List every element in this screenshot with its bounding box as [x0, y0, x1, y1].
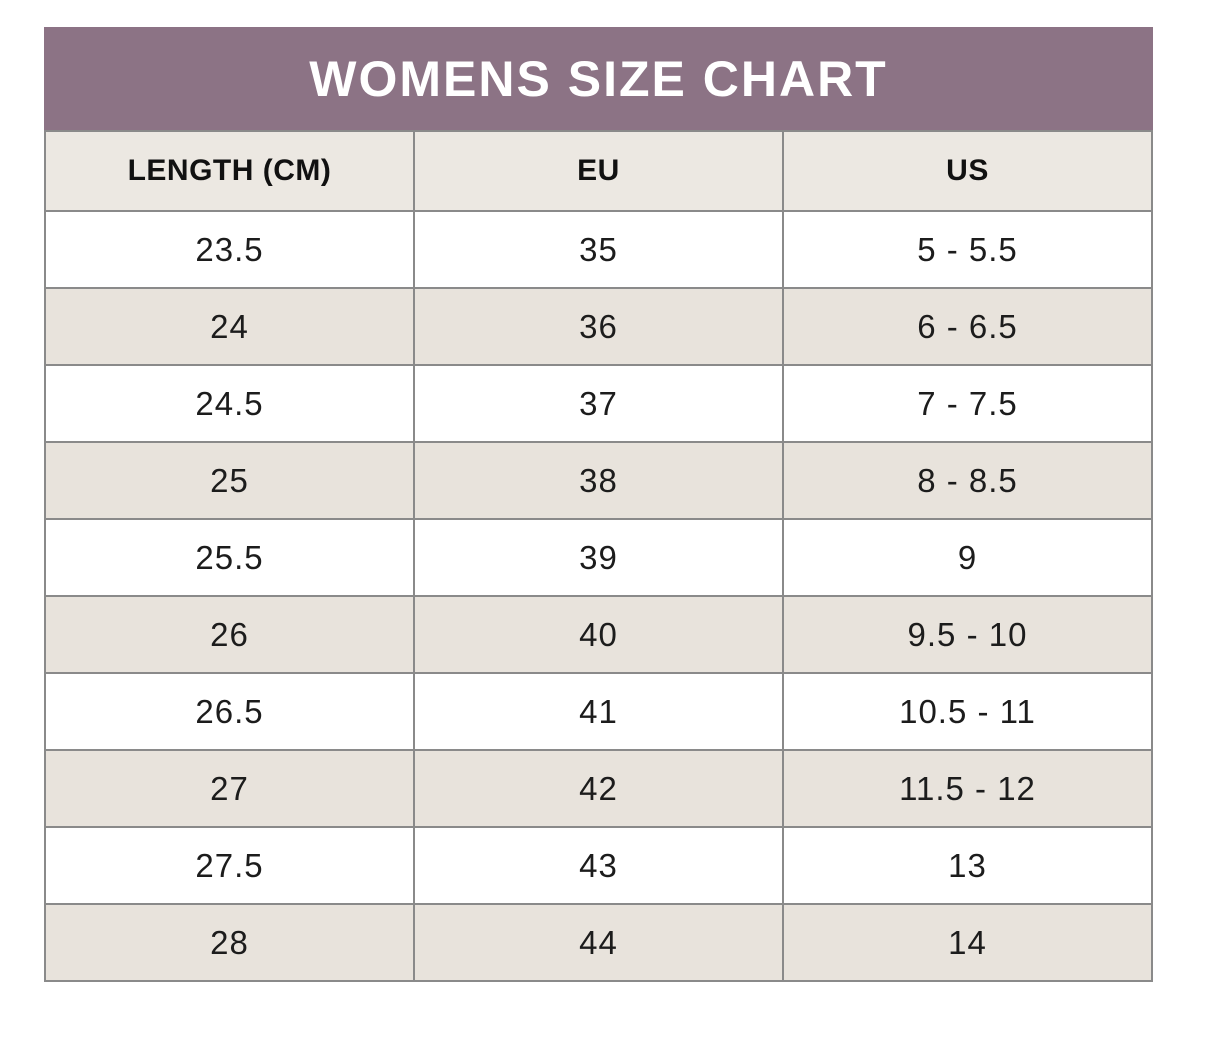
table-cell: 8 - 8.5	[782, 441, 1153, 520]
table-cell: 35	[413, 210, 784, 289]
table-row: 28 44 14	[44, 903, 1153, 982]
size-chart: WOMENS SIZE CHART LENGTH (CM) EU US 23.5…	[44, 27, 1153, 982]
table-cell: 36	[413, 287, 784, 366]
chart-title: WOMENS SIZE CHART	[309, 50, 888, 107]
table-cell: 9.5 - 10	[782, 595, 1153, 674]
header-us: US	[782, 130, 1153, 212]
table-cell: 25	[44, 441, 415, 520]
header-length-cm: LENGTH (CM)	[44, 130, 415, 212]
table-row: 25 38 8 - 8.5	[44, 441, 1153, 520]
table-cell: 40	[413, 595, 784, 674]
table-row: 23.5 35 5 - 5.5	[44, 210, 1153, 289]
size-table: LENGTH (CM) EU US 23.5 35 5 - 5.5 24 36 6 - 6…	[44, 130, 1153, 982]
table-row: 25.5 39 9	[44, 518, 1153, 597]
chart-title-bar: WOMENS SIZE CHART	[44, 27, 1153, 130]
table-cell: 13	[782, 826, 1153, 905]
header-eu: EU	[413, 130, 784, 212]
table-cell: 14	[782, 903, 1153, 982]
table-cell: 26	[44, 595, 415, 674]
table-row: 24 36 6 - 6.5	[44, 287, 1153, 366]
table-cell: 5 - 5.5	[782, 210, 1153, 289]
table-cell: 27.5	[44, 826, 415, 905]
table-cell: 7 - 7.5	[782, 364, 1153, 443]
table-cell: 44	[413, 903, 784, 982]
table-cell: 25.5	[44, 518, 415, 597]
table-row: 27.5 43 13	[44, 826, 1153, 905]
table-cell: 27	[44, 749, 415, 828]
table-cell: 39	[413, 518, 784, 597]
table-cell: 42	[413, 749, 784, 828]
table-cell: 26.5	[44, 672, 415, 751]
size-table-body: 23.5 35 5 - 5.5 24 36 6 - 6.5 24.5 37 7 - 7.5 25 3…	[44, 210, 1153, 982]
table-cell: 37	[413, 364, 784, 443]
table-row: 26 40 9.5 - 10	[44, 595, 1153, 674]
table-cell: 28	[44, 903, 415, 982]
table-cell: 6 - 6.5	[782, 287, 1153, 366]
table-cell: 9	[782, 518, 1153, 597]
table-cell: 10.5 - 11	[782, 672, 1153, 751]
table-cell: 11.5 - 12	[782, 749, 1153, 828]
table-cell: 24	[44, 287, 415, 366]
table-cell: 23.5	[44, 210, 415, 289]
table-row: 27 42 11.5 - 12	[44, 749, 1153, 828]
header-row: LENGTH (CM) EU US	[44, 130, 1153, 212]
table-row: 24.5 37 7 - 7.5	[44, 364, 1153, 443]
table-cell: 38	[413, 441, 784, 520]
table-cell: 41	[413, 672, 784, 751]
table-cell: 24.5	[44, 364, 415, 443]
table-cell: 43	[413, 826, 784, 905]
table-row: 26.5 41 10.5 - 11	[44, 672, 1153, 751]
